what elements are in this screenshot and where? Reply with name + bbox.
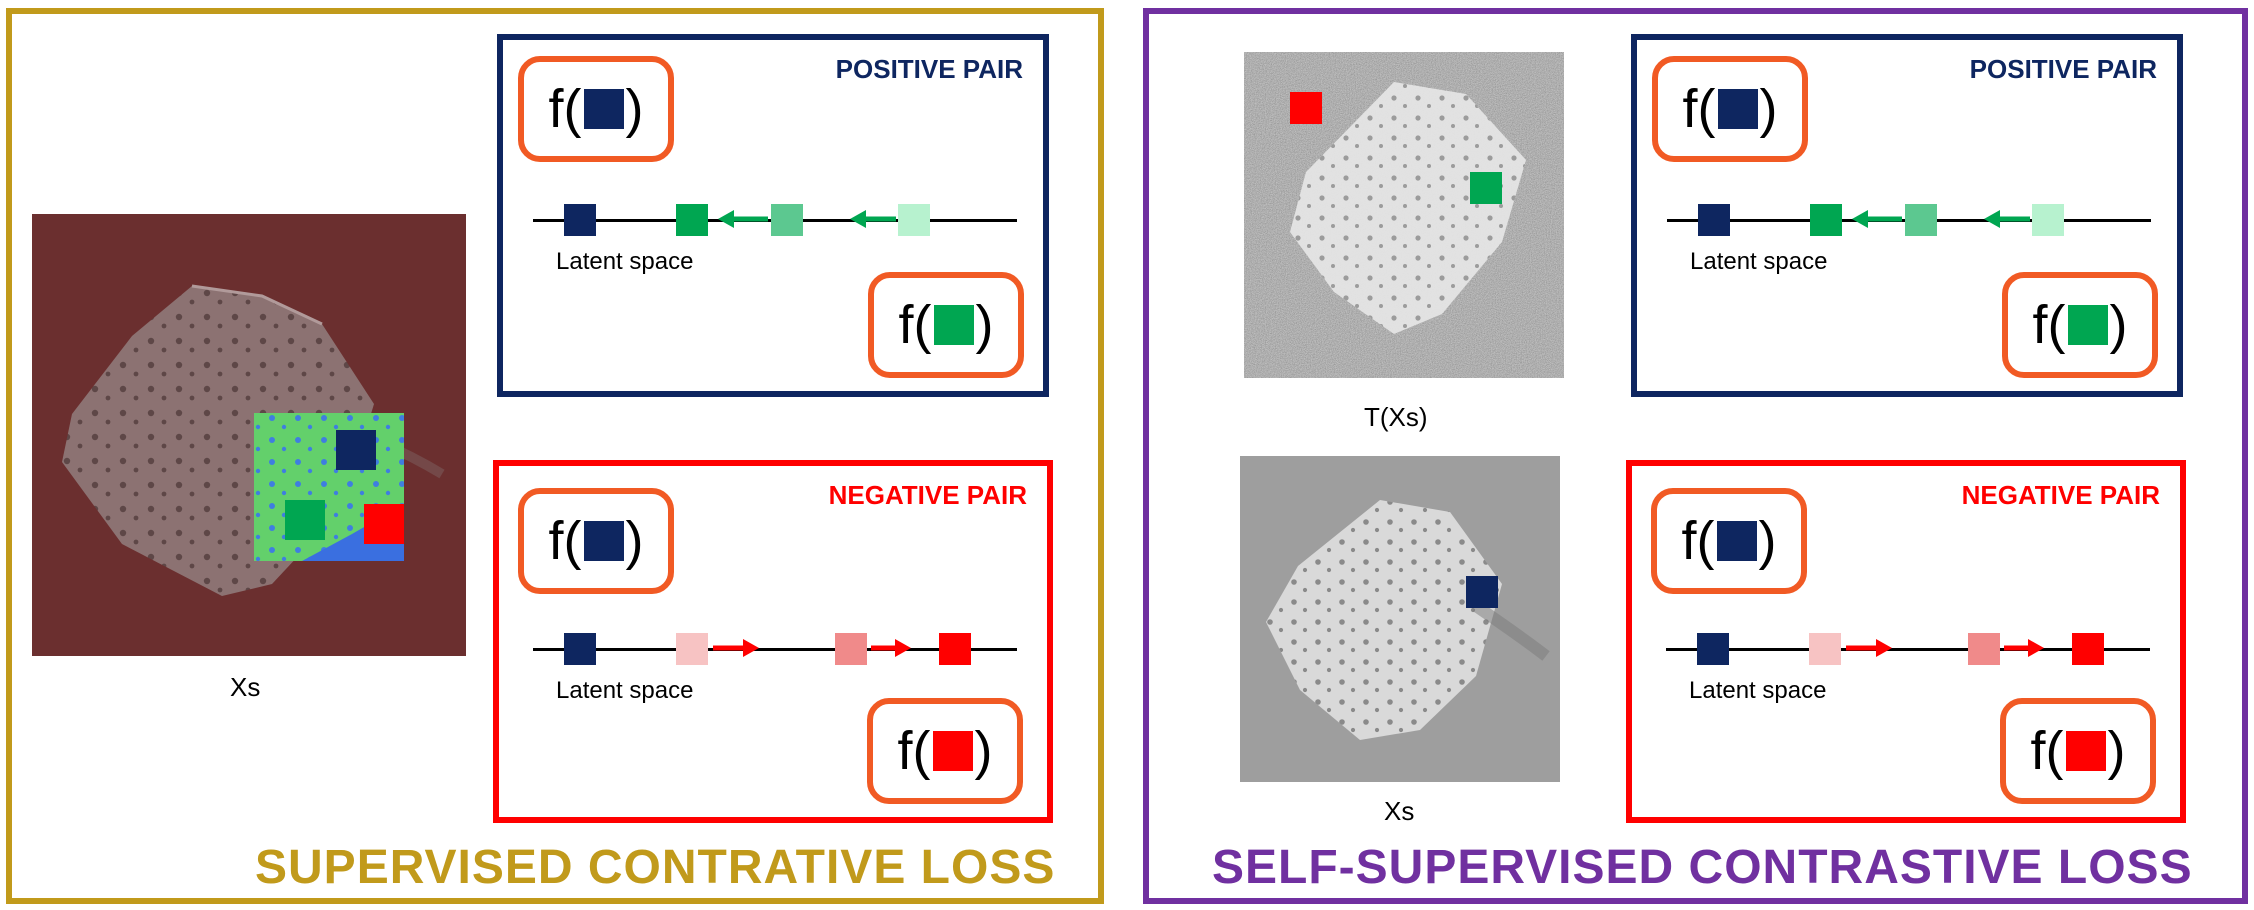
f-anchor-box: f()	[518, 56, 674, 162]
xs-segmented-image	[32, 214, 466, 656]
negative-pair-box: NEGATIVE PAIR f() Latent space f()	[493, 460, 1053, 823]
positive-embedding-far	[2032, 204, 2064, 236]
f-anchor-box: f()	[518, 488, 674, 594]
negative-pair-label: NEGATIVE PAIR	[828, 480, 1027, 510]
supervised-title: SUPERVISED CONTRATIVE LOSS	[255, 841, 1056, 894]
f-anchor-box: f()	[1651, 488, 1807, 594]
push-arrow-2	[2004, 639, 2044, 657]
latent-axis	[533, 648, 1017, 651]
positive-pair-box: POSITIVE PAIR f() Latent space f()	[497, 34, 1049, 397]
anchor-embedding	[1697, 633, 1729, 665]
positive-square-icon	[2067, 305, 2108, 345]
positive-square	[1470, 172, 1502, 204]
push-arrow-2	[871, 639, 911, 657]
anchor-square	[1466, 576, 1498, 608]
push-arrow-1	[713, 639, 759, 657]
pull-arrow-1	[1852, 210, 1902, 228]
positive-square	[285, 500, 325, 540]
anchor-square-icon	[583, 89, 624, 129]
xs-caption: Xs	[1384, 796, 1415, 826]
positive-embedding-mid	[771, 204, 803, 236]
negative-square	[364, 504, 404, 544]
push-arrow-1	[1846, 639, 1892, 657]
anchor-square-icon	[1717, 89, 1758, 129]
positive-square-icon	[933, 305, 974, 345]
self-supervised-panel	[1143, 8, 2248, 904]
negative-embedding-near	[1809, 633, 1841, 665]
positive-pair-label: POSITIVE PAIR	[1969, 54, 2157, 84]
negative-pair-label: NEGATIVE PAIR	[1961, 480, 2160, 510]
negative-square-icon	[932, 731, 973, 771]
anchor-embedding	[1698, 204, 1730, 236]
positive-embedding	[1810, 204, 1842, 236]
f-negative-box: f()	[2000, 698, 2156, 804]
negative-embedding-mid	[835, 633, 867, 665]
f-anchor-box: f()	[1652, 56, 1808, 162]
xs-caption: Xs	[230, 672, 261, 702]
xs-image	[1240, 456, 1560, 782]
positive-pair-label: POSITIVE PAIR	[835, 54, 1023, 84]
latent-axis	[1666, 648, 2150, 651]
anchor-embedding	[564, 633, 596, 665]
transformed-xs-image	[1244, 52, 1564, 378]
negative-embedding-near	[676, 633, 708, 665]
self-supervised-title: SELF-SUPERVISED CONTRASTIVE LOSS	[1212, 841, 2193, 894]
pull-arrow-2	[850, 210, 896, 228]
negative-embedding	[939, 633, 971, 665]
transformed-xs-caption: T(Xs)	[1364, 402, 1428, 432]
positive-pair-box: POSITIVE PAIR f() Latent space f()	[1631, 34, 2183, 397]
latent-space-label: Latent space	[1690, 248, 1828, 275]
positive-embedding	[676, 204, 708, 236]
f-negative-box: f()	[867, 698, 1023, 804]
pull-arrow-2	[1984, 210, 2030, 228]
latent-space-label: Latent space	[556, 677, 694, 704]
positive-embedding-mid	[1905, 204, 1937, 236]
latent-space-label: Latent space	[556, 248, 694, 275]
pull-arrow-1	[718, 210, 768, 228]
f-positive-box: f()	[868, 272, 1024, 378]
f-positive-box: f()	[2002, 272, 2158, 378]
negative-embedding	[2072, 633, 2104, 665]
negative-pair-box: NEGATIVE PAIR f() Latent space f()	[1626, 460, 2186, 823]
supervised-panel	[6, 8, 1104, 904]
negative-square	[1290, 92, 1322, 124]
anchor-square	[336, 430, 376, 470]
anchor-square-icon	[583, 521, 624, 561]
negative-embedding-mid	[1968, 633, 2000, 665]
negative-square-icon	[2065, 731, 2106, 771]
latent-space-label: Latent space	[1689, 677, 1827, 704]
positive-embedding-far	[898, 204, 930, 236]
anchor-square-icon	[1716, 521, 1757, 561]
anchor-embedding	[564, 204, 596, 236]
